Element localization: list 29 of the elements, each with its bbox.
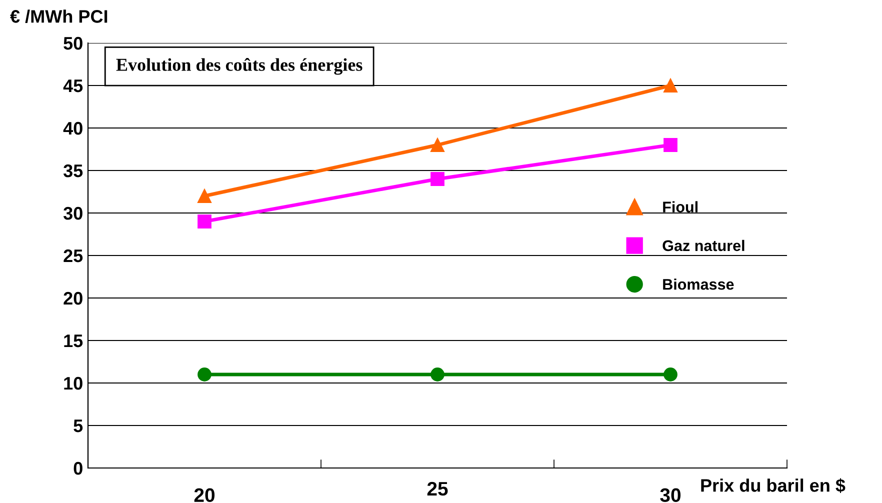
point xyxy=(198,214,212,228)
y-tick-label: 15 xyxy=(64,334,83,348)
x-axis-title: Prix du baril en $ xyxy=(701,478,846,494)
point xyxy=(664,138,678,152)
x-tick-label: 25 xyxy=(427,482,448,496)
y-tick-label: 50 xyxy=(64,36,82,50)
y-tick-label: 40 xyxy=(63,122,82,135)
point xyxy=(430,368,444,382)
y-tick-label: 25 xyxy=(64,249,83,262)
text: Evolution des coûts des énergies xyxy=(116,58,362,75)
y-tick-label: 35 xyxy=(63,164,83,178)
point xyxy=(430,172,444,186)
legend-label: Biomasse xyxy=(663,278,734,290)
y-tick-label: 10 xyxy=(64,376,82,390)
point xyxy=(198,189,212,203)
y-tick-label: 0 xyxy=(74,462,82,475)
y-tick-label: 30 xyxy=(63,206,82,220)
y-tick-label: 20 xyxy=(64,292,82,305)
x-tick-label: 30 xyxy=(660,488,681,502)
legend-label: Gaz naturel xyxy=(662,240,744,252)
y-axis-title: € /MWh PCI xyxy=(10,10,108,24)
point xyxy=(198,368,212,382)
point xyxy=(664,368,678,382)
y-tick-label: 5 xyxy=(74,420,83,432)
point xyxy=(664,78,678,92)
legend-label: Fioul xyxy=(663,201,698,212)
x-tick-label: 20 xyxy=(194,488,215,502)
y-tick-label: 45 xyxy=(63,80,83,92)
point xyxy=(430,138,444,152)
